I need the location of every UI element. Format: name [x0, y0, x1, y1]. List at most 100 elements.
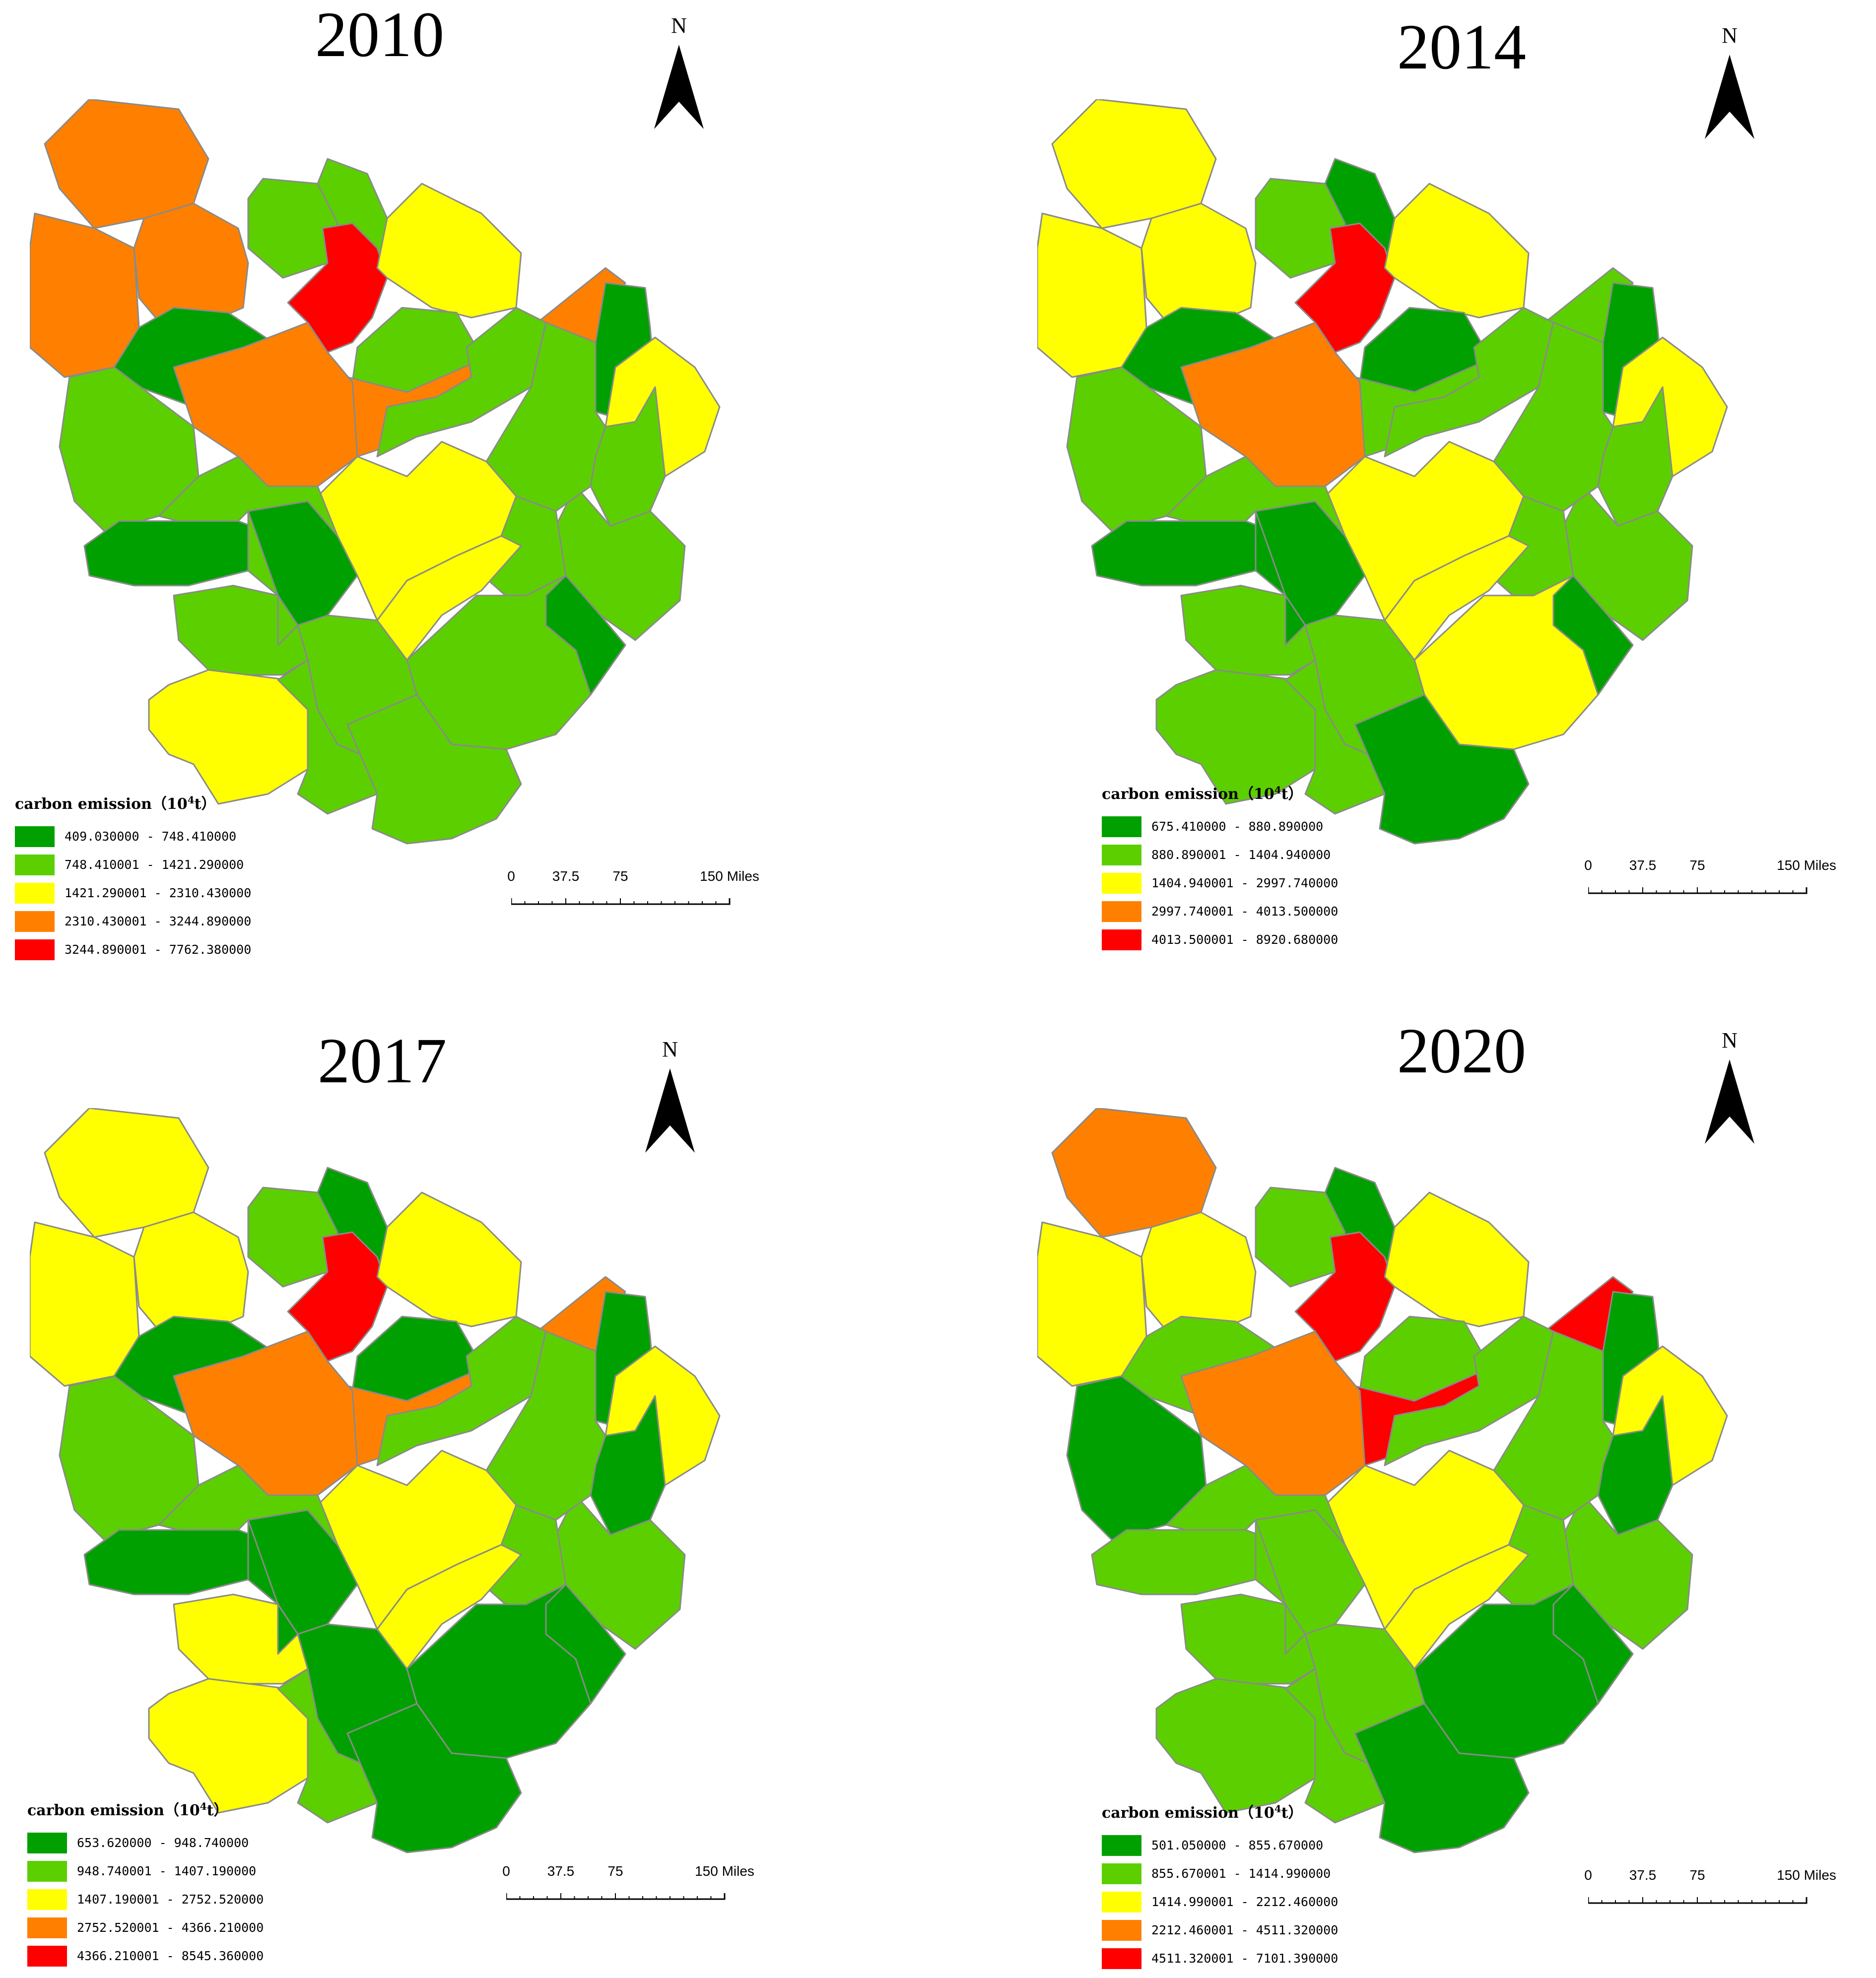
scale-bar: 0 37.5 75 150 Miles	[507, 868, 759, 908]
scale-label: 0	[1584, 1867, 1592, 1883]
legend-swatch	[15, 939, 55, 960]
map-region	[545, 575, 626, 696]
legend: carbon emission（104t） 653.620000 - 948.7…	[27, 1798, 264, 1970]
north-arrow-icon: N	[1705, 25, 1754, 139]
legend-label: 948.740001 - 1407.190000	[77, 1864, 257, 1878]
legend-label: 2997.740001 - 4013.500000	[1151, 904, 1339, 919]
legend-item: 880.890001 - 1404.940000	[1102, 841, 1338, 869]
legend-title: carbon emission（104t）	[1102, 784, 1303, 803]
legend-item: 1421.290001 - 2310.430000	[15, 879, 251, 907]
legend-swatch	[15, 911, 55, 932]
scale-label: 0	[1584, 857, 1592, 873]
legend-label: 1414.990001 - 2212.460000	[1151, 1895, 1339, 1909]
scale-label: 75	[1689, 857, 1705, 873]
map-region	[1384, 183, 1530, 319]
scale-label: 0	[502, 1863, 510, 1879]
panel-2014: 2014 N carbon emission（104t） 675.410000 …	[938, 0, 1876, 989]
panel-2017: 2017 N carbon emission（104t） 653.620000 …	[0, 989, 938, 1978]
scale-label: 37.5	[547, 1863, 575, 1879]
legend-swatch	[1102, 1919, 1141, 1941]
scale-label: 75	[612, 868, 628, 884]
choropleth-map	[1037, 99, 1728, 845]
map-region	[1384, 1544, 1530, 1670]
legend-item: 1414.990001 - 2212.460000	[1102, 1888, 1338, 1916]
legend-swatch	[1102, 816, 1141, 837]
map-region	[1294, 1231, 1396, 1362]
map-region	[1552, 1583, 1634, 1705]
legend-swatch	[1102, 1948, 1141, 1969]
panel-2010: 2010 N carbon emission（104t） 409.030000 …	[0, 0, 938, 989]
map-region	[287, 1231, 388, 1362]
legend-item: 675.410000 - 880.890000	[1102, 812, 1338, 841]
legend-label: 675.410000 - 880.890000	[1151, 819, 1324, 834]
map-region	[485, 322, 606, 512]
legend: carbon emission（104t） 501.050000 - 855.6…	[1102, 1800, 1338, 1973]
map-region	[158, 1464, 338, 1546]
legend-label: 2212.460001 - 4511.320000	[1151, 1923, 1339, 1937]
north-arrow-icon: N	[645, 1039, 695, 1153]
choropleth-map	[30, 1108, 721, 1853]
legend-label: 1407.190001 - 2752.520000	[77, 1892, 264, 1907]
legend-label: 3244.890001 - 7762.380000	[65, 942, 252, 957]
map-region	[1354, 694, 1530, 845]
legend-item: 855.670001 - 1414.990000	[1102, 1859, 1338, 1888]
legend-title: carbon emission（104t）	[27, 1800, 229, 1819]
legend-label: 4511.320001 - 7101.390000	[1151, 1951, 1339, 1966]
map-region	[376, 183, 522, 319]
legend-label: 4013.500001 - 8920.680000	[1151, 932, 1339, 947]
scale-bar: 0 37.5 75 150 Miles	[1584, 1867, 1836, 1907]
legend-item: 4511.320001 - 7101.390000	[1102, 1944, 1338, 1973]
legend-item: 501.050000 - 855.670000	[1102, 1831, 1338, 1859]
legend-swatch	[1102, 844, 1141, 865]
panel-2020: 2020 N carbon emission（104t） 501.050000 …	[938, 989, 1876, 1978]
scale-label: 150 Miles	[1777, 857, 1836, 873]
legend-swatch	[15, 882, 55, 904]
legend-label: 2310.430001 - 3244.890000	[65, 914, 252, 928]
legend-item: 4013.500001 - 8920.680000	[1102, 925, 1338, 954]
map-region	[376, 1191, 522, 1327]
map-region	[148, 1678, 309, 1814]
legend-item: 409.030000 - 748.410000	[15, 822, 251, 851]
legend-swatch	[1102, 1863, 1141, 1884]
legend-item: 748.410001 - 1421.290000	[15, 851, 251, 879]
legend-label: 2752.520001 - 4366.210000	[77, 1920, 264, 1935]
legend-item: 948.740001 - 1407.190000	[27, 1857, 264, 1885]
choropleth-map	[1037, 1108, 1728, 1853]
map-region	[485, 1330, 606, 1521]
legend-swatch	[27, 1917, 67, 1938]
scale-label: 150 Miles	[695, 1863, 754, 1879]
panel-title: 2014	[1397, 11, 1526, 83]
scale-bar: 0 37.5 75 150 Miles	[502, 1863, 754, 1903]
map-region	[247, 1519, 299, 1655]
choropleth-map	[30, 99, 721, 845]
legend: carbon emission（104t） 409.030000 - 748.4…	[15, 791, 251, 964]
legend-item: 1404.940001 - 2997.740000	[1102, 869, 1338, 897]
legend-label: 855.670001 - 1414.990000	[1151, 1866, 1331, 1881]
legend-swatch	[1102, 929, 1141, 950]
map-region	[1165, 1464, 1346, 1546]
map-region	[158, 456, 338, 537]
legend-label: 501.050000 - 855.670000	[1151, 1838, 1324, 1852]
map-region	[1165, 456, 1346, 537]
map-region	[346, 694, 522, 845]
scale-label: 150 Miles	[1777, 1867, 1836, 1883]
legend-label: 880.890001 - 1404.940000	[1151, 848, 1331, 862]
map-region	[1552, 575, 1634, 696]
map-region	[1155, 669, 1316, 805]
legend-item: 2752.520001 - 4366.210000	[27, 1913, 264, 1942]
map-region	[1493, 1330, 1614, 1521]
map-region	[287, 222, 388, 353]
legend-swatch	[1102, 872, 1141, 894]
scale-label: 75	[607, 1863, 623, 1879]
legend-item: 4366.210001 - 8545.360000	[27, 1942, 264, 1970]
map-region	[376, 1544, 522, 1670]
legend-item: 1407.190001 - 2752.520000	[27, 1885, 264, 1913]
map-region	[545, 1583, 626, 1705]
scale-label: 37.5	[552, 868, 580, 884]
map-region	[376, 535, 522, 661]
legend-swatch	[27, 1832, 67, 1853]
legend-swatch	[15, 854, 55, 875]
north-label: N	[1722, 23, 1738, 48]
legend-label: 1404.940001 - 2997.740000	[1151, 876, 1339, 890]
legend-title: carbon emission（104t）	[15, 794, 216, 813]
